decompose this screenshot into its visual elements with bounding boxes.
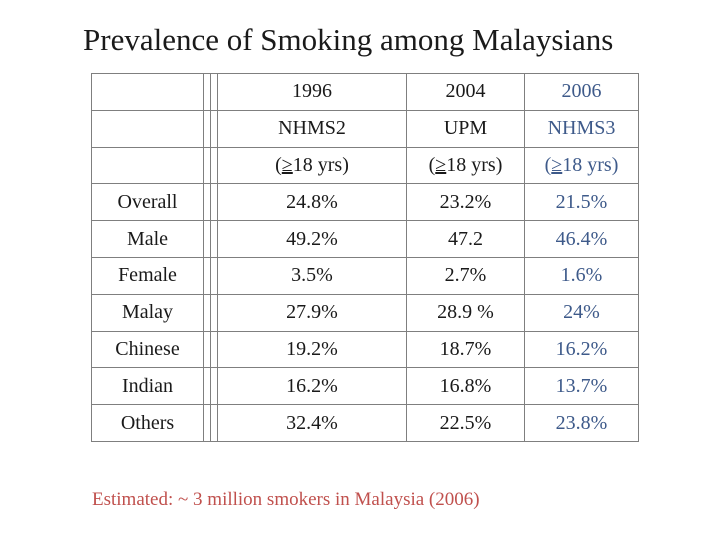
separator-cell: [203, 109, 211, 148]
separator-cell: [210, 146, 218, 185]
data-row-others: Others 32.4% 22.5% 23.8%: [91, 404, 639, 442]
age-sign: ≥: [551, 153, 563, 176]
age-rest: 18 yrs): [562, 153, 619, 176]
header-row-ages: (≥18 yrs) (≥18 yrs) (≥18 yrs): [91, 146, 639, 185]
separator-cell: [210, 293, 218, 332]
header-label-cell: [91, 146, 204, 185]
separator-cell: [203, 404, 211, 442]
value-1996: 19.2%: [217, 330, 407, 369]
value-1996: 32.4%: [217, 404, 407, 442]
data-row-overall: Overall 24.8% 23.2% 21.5%: [91, 183, 639, 222]
separator-cell: [210, 330, 218, 369]
data-row-malay: Malay 27.9% 28.9 % 24%: [91, 293, 639, 332]
value-2004: 23.2%: [406, 183, 525, 222]
separator-cell: [203, 293, 211, 332]
age-sign: ≥: [281, 153, 293, 176]
separator-cell: [203, 256, 211, 295]
separator-cell: [210, 404, 218, 442]
age-open: (: [275, 153, 282, 176]
slide-title: Prevalence of Smoking among Malaysians: [83, 22, 614, 57]
age-range-2004: (≥18 yrs): [406, 146, 525, 185]
separator-cell: [203, 73, 211, 111]
age-rest: 18 yrs): [292, 153, 349, 176]
separator-cell: [210, 109, 218, 148]
separator-cell: [210, 220, 218, 258]
age-range-2006: (≥18 yrs): [524, 146, 639, 185]
source-nhms2: NHMS2: [217, 109, 407, 148]
smoking-prevalence-table: 1996 2004 2006 NHMS2 UPM NHMS3 (≥18 yrs)…: [91, 73, 639, 442]
header-label-cell: [91, 109, 204, 148]
value-2006: 13.7%: [524, 367, 639, 406]
age-range-1996: (≥18 yrs): [217, 146, 407, 185]
age-rest: 18 yrs): [446, 153, 503, 176]
header-label-cell: [91, 73, 204, 111]
row-label: Female: [91, 256, 204, 295]
source-nhms3: NHMS3: [524, 109, 639, 148]
row-label: Overall: [91, 183, 204, 222]
age-sign: ≥: [435, 153, 447, 176]
value-2006: 23.8%: [524, 404, 639, 442]
data-row-indian: Indian 16.2% 16.8% 13.7%: [91, 367, 639, 406]
value-2006: 16.2%: [524, 330, 639, 369]
value-1996: 3.5%: [217, 256, 407, 295]
value-2004: 16.8%: [406, 367, 525, 406]
value-1996: 24.8%: [217, 183, 407, 222]
age-open: (: [544, 153, 552, 176]
value-2004: 28.9 %: [406, 293, 525, 332]
header-row-years: 1996 2004 2006: [91, 73, 639, 111]
value-2006: 21.5%: [524, 183, 639, 222]
source-upm: UPM: [406, 109, 525, 148]
value-2006: 24%: [524, 293, 639, 332]
value-2006: 46.4%: [524, 220, 639, 258]
separator-cell: [210, 73, 218, 111]
value-1996: 27.9%: [217, 293, 407, 332]
value-1996: 16.2%: [217, 367, 407, 406]
separator-cell: [203, 367, 211, 406]
separator-cell: [210, 256, 218, 295]
value-2004: 2.7%: [406, 256, 525, 295]
row-label: Malay: [91, 293, 204, 332]
value-2006: 1.6%: [524, 256, 639, 295]
value-2004: 22.5%: [406, 404, 525, 442]
data-row-female: Female 3.5% 2.7% 1.6%: [91, 256, 639, 295]
row-label: Chinese: [91, 330, 204, 369]
row-label: Male: [91, 220, 204, 258]
header-row-sources: NHMS2 UPM NHMS3: [91, 109, 639, 148]
value-1996: 49.2%: [217, 220, 407, 258]
separator-cell: [203, 183, 211, 222]
separator-cell: [203, 146, 211, 185]
value-2004: 18.7%: [406, 330, 525, 369]
year-2006: 2006: [524, 73, 639, 111]
year-1996: 1996: [217, 73, 407, 111]
year-2004: 2004: [406, 73, 525, 111]
value-2004: 47.2: [406, 220, 525, 258]
separator-cell: [203, 330, 211, 369]
estimate-note: Estimated: ~ 3 million smokers in Malays…: [92, 489, 480, 510]
row-label: Indian: [91, 367, 204, 406]
row-label: Others: [91, 404, 204, 442]
data-row-male: Male 49.2% 47.2 46.4%: [91, 220, 639, 258]
separator-cell: [210, 367, 218, 406]
separator-cell: [203, 220, 211, 258]
data-row-chinese: Chinese 19.2% 18.7% 16.2%: [91, 330, 639, 369]
separator-cell: [210, 183, 218, 222]
age-open: (: [428, 153, 436, 176]
